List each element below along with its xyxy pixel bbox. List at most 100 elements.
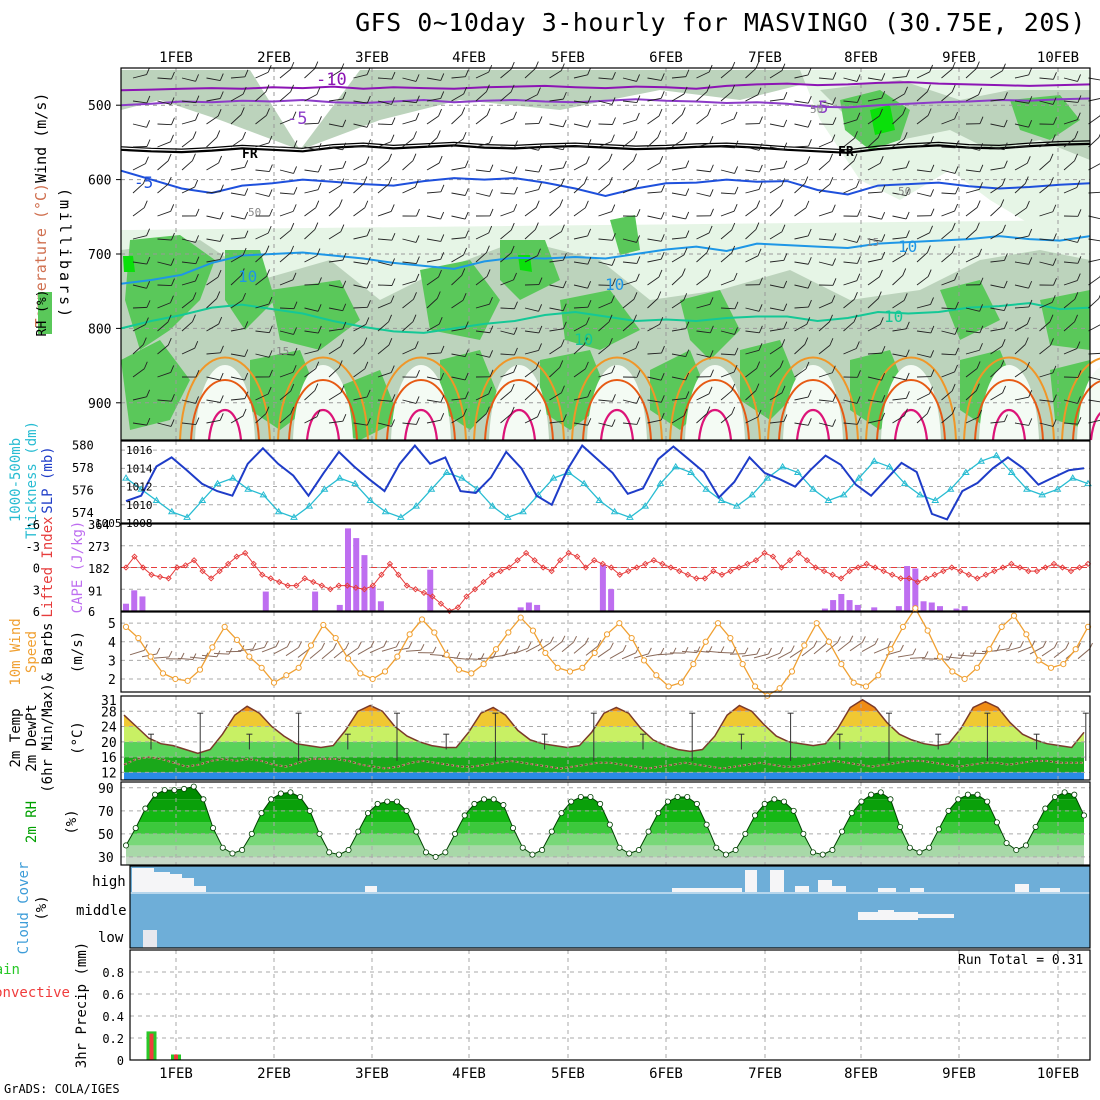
rh-point [452,830,459,837]
barb-flag [587,281,592,289]
precip-panel [129,949,1091,1061]
barb [1088,191,1100,194]
wind10-barb-flag [420,644,425,651]
barb [206,419,221,424]
barb-flag [219,252,224,260]
barb-flag [611,134,615,142]
barb [304,390,316,401]
barb [451,93,464,102]
cloud-patch-17 [858,912,918,920]
cape-bar [123,603,129,611]
barb [916,413,928,424]
barb [353,207,366,217]
isotherm-20-day8 [963,356,1055,441]
barb-flag [733,111,738,120]
barb [696,192,711,197]
barb [573,368,586,378]
barb-flag [685,69,690,77]
barb [720,330,735,335]
barb-flag [1076,180,1081,188]
wind10-barb-flag [948,653,953,660]
barb-flag [440,91,445,99]
lifted-point [863,560,870,568]
barb-flag [807,120,812,128]
barb [990,421,1005,424]
wind10-barb-flag [779,646,784,654]
barb-flag [758,182,763,190]
barb [794,235,809,240]
barb-flag [636,256,641,264]
wind10-barb-flag [1065,642,1070,649]
barb [426,137,438,148]
wind10-barb [621,652,636,660]
barb [622,280,637,286]
ytick-precip-0.6: 0.6 [102,988,124,1002]
barb [500,353,515,356]
barb [549,346,562,355]
thickness-point [442,468,451,475]
dewpt-line [123,756,1084,770]
barb [451,254,464,263]
wind-speed-point [320,621,327,629]
barb [132,235,147,240]
barb [720,146,736,149]
barb [181,186,195,194]
wind-speed-point [727,634,734,642]
barb [402,77,417,82]
barb [818,261,833,266]
barb-flag [388,153,393,162]
cloud-patch-3 [170,874,182,892]
barb-flag [608,176,613,185]
barb-flag [831,204,836,212]
barb [524,390,536,401]
barb [794,344,806,355]
barb [304,255,318,263]
barb [255,169,270,173]
rh-point [742,830,749,837]
barb-flag [290,84,295,93]
barb-flag [510,406,515,415]
barb [745,189,760,194]
barb-flag [340,63,345,71]
barb [451,237,466,240]
barb-flag [342,91,347,100]
barb [304,94,318,102]
barb-flag [660,251,665,260]
barb-flag [585,317,590,325]
run-total-label: Run Total = 0.31 [958,953,1083,968]
barb [426,215,441,220]
ylabel-wind-1: 10m Wind [8,618,24,685]
lifted-point [335,582,342,589]
lifted-point [216,567,223,575]
wind10-barb [681,650,697,654]
barb [990,307,1005,312]
barb-flag [658,269,663,278]
barb [377,160,389,171]
ytick-precip-0.8: 0.8 [102,966,124,980]
barb [696,71,710,79]
wind10-barb-flag [333,642,337,650]
contour-label-1: -5 [287,109,307,129]
barb-flag [535,200,540,208]
barb [230,376,245,381]
precip-conv-bar-1 [174,1054,178,1060]
thickness-point [458,474,466,481]
barb [279,390,292,401]
barb-flag [1028,96,1033,104]
barb-flag [832,278,837,286]
isotherm-30-day4 [599,409,635,441]
barb-flag [415,396,420,404]
ytick-cape-0: 364 [88,518,110,532]
barb [745,368,757,378]
wind-speed-point [665,683,672,690]
barb [1014,368,1027,378]
barb [671,328,686,332]
barb-flag [806,317,811,325]
isotherm-20-day1 [277,356,369,441]
thickness-point [427,485,436,492]
barb-flag [167,153,172,162]
wind-speed-point [394,653,401,660]
lifted-point [301,575,308,582]
barb-flag [1002,385,1006,394]
